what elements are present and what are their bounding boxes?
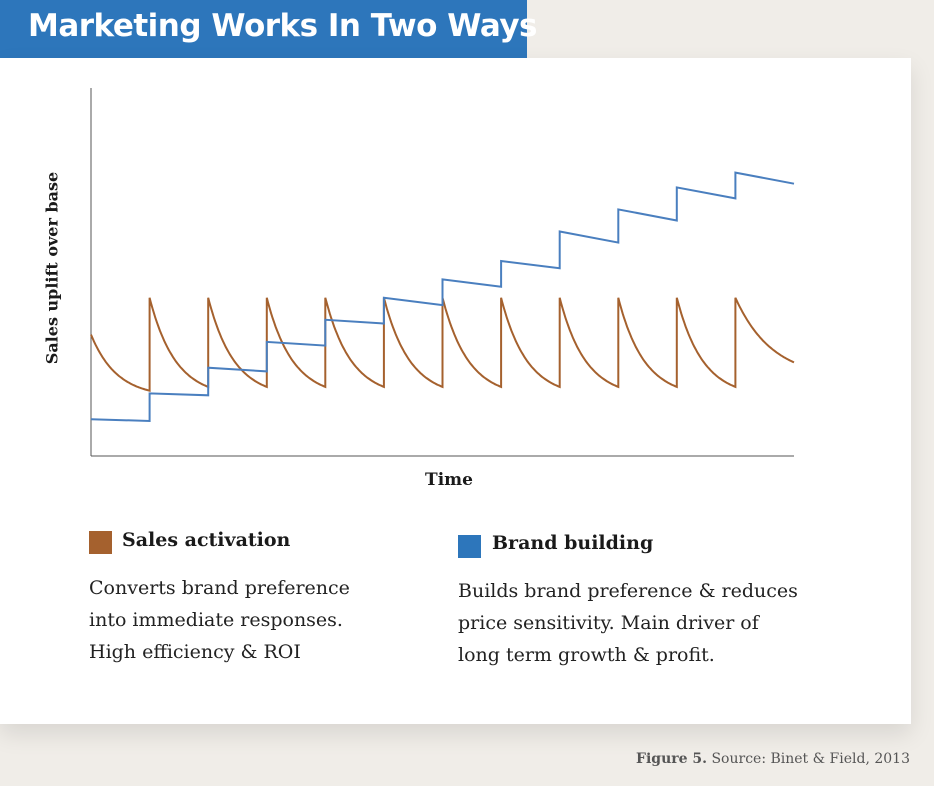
legend-label-sales: Sales activation — [122, 529, 291, 551]
legend-swatch-brand — [458, 535, 481, 558]
figure-source: Source: Binet & Field, 2013 — [711, 751, 910, 767]
legend-label-brand: Brand building — [492, 532, 654, 554]
figure-card — [0, 58, 911, 724]
sales-desc-line-2: into immediate responses. — [89, 609, 343, 631]
series-line-sales-activation — [90, 297, 795, 393]
sales-description: Converts brand preference into immediate… — [89, 572, 350, 668]
brand-desc-line-1: Builds brand preference & reduces — [458, 580, 798, 602]
brand-description: Builds brand preference & reduces price … — [458, 575, 798, 671]
figure-caption: Figure 5. Source: Binet & Field, 2013 — [636, 751, 910, 767]
legend-swatch-sales — [89, 531, 112, 554]
title-banner: Marketing Works In Two Ways — [0, 0, 537, 58]
brand-desc-line-2: price sensitivity. Main driver of — [458, 612, 759, 634]
y-axis-label: Sales uplift over base — [42, 171, 62, 365]
x-axis-label: Time — [425, 470, 473, 490]
page-title: Marketing Works In Two Ways — [28, 8, 537, 44]
figure-number: Figure 5. — [636, 751, 708, 767]
brand-desc-line-3: long term growth & profit. — [458, 644, 715, 666]
sales-desc-line-3: High efficiency & ROI — [89, 641, 301, 663]
sales-desc-line-1: Converts brand preference — [89, 577, 350, 599]
series-line-brand-building — [90, 171, 795, 423]
series-layer — [90, 171, 795, 423]
